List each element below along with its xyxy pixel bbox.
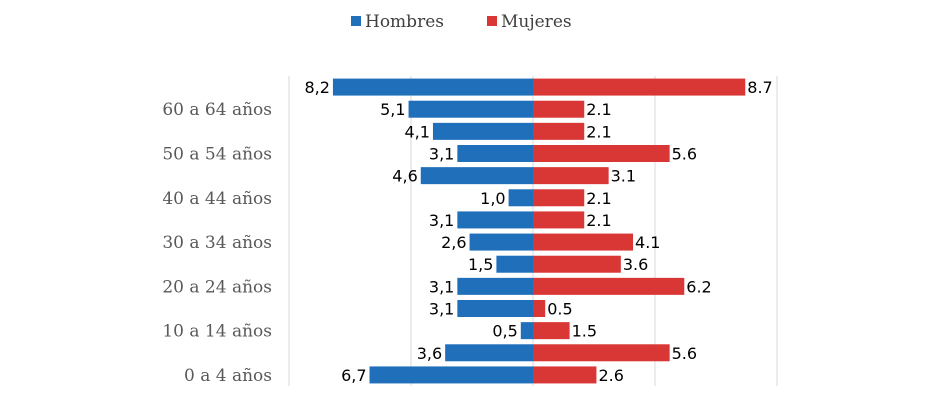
tick-label-40-a-44-anos: 40 a 44 años [162, 189, 272, 209]
bar-mujeres-55-a-59-anos [533, 122, 585, 140]
bar-mujeres-30-a-34-anos [533, 233, 634, 251]
bar-mujeres-10-a-14-anos [533, 322, 570, 340]
data-label-hombres-65-y-mas: 8,2 [304, 78, 329, 97]
legend: Hombres Mujeres [351, 12, 572, 32]
tick-label-50-a-54-anos: 50 a 54 años [162, 145, 272, 165]
bar-hombres-30-a-34-anos [469, 233, 533, 251]
bar-hombres-5-a-9-anos [445, 344, 533, 362]
bar-hombres-10-a-14-anos [520, 322, 533, 340]
bar-mujeres-50-a-54-anos [533, 145, 670, 162]
series-mujeres-bars [533, 78, 746, 384]
y-axis-tick-labels: 0 a 4 años 10 a 14 años 20 a 24 años 30 a 3… [162, 100, 272, 386]
bar-hombres-0-a-4-anos [369, 366, 533, 384]
bar-hombres-20-a-24-anos [457, 277, 533, 295]
data-label-mujeres-0-a-4-anos: 2.6 [598, 366, 623, 385]
bar-mujeres-20-a-24-anos [533, 277, 685, 295]
bar-hombres-55-a-59-anos [432, 122, 533, 140]
data-label-hombres-20-a-24-anos: 3,1 [429, 277, 454, 296]
bar-hombres-65-y-mas [332, 78, 533, 96]
data-label-mujeres-50-a-54-anos: 5.6 [672, 145, 697, 164]
data-label-mujeres-45-a-49-anos: 3.1 [611, 167, 636, 186]
gridlines [288, 76, 778, 386]
data-label-hombres-10-a-14-anos: 0,5 [492, 322, 517, 341]
bar-mujeres-35-a-39-anos [533, 211, 585, 229]
data-label-hombres-25-a-29-anos: 1,5 [468, 255, 493, 274]
legend-label-hombres: Hombres [365, 12, 444, 32]
data-label-hombres-5-a-9-anos: 3,6 [417, 344, 442, 363]
data-label-mujeres-40-a-44-anos: 2.1 [586, 189, 611, 208]
bar-mujeres-15-a-19-anos [533, 300, 546, 317]
bar-mujeres-25-a-29-anos [533, 255, 621, 273]
tick-label-10-a-14-anos: 10 a 14 años [162, 322, 272, 342]
bar-hombres-15-a-19-anos [457, 300, 533, 317]
data-label-mujeres-65-y-mas: 8.7 [747, 78, 772, 97]
data-label-mujeres-55-a-59-anos: 2.1 [586, 122, 611, 141]
bar-hombres-25-a-29-anos [496, 255, 533, 273]
data-label-mujeres-25-a-29-anos: 3.6 [623, 255, 648, 274]
bar-mujeres-40-a-44-anos [533, 189, 585, 207]
data-label-hombres-15-a-19-anos: 3,1 [429, 300, 454, 319]
data-label-hombres-45-a-49-anos: 4,6 [392, 167, 417, 186]
bar-mujeres-60-a-64-anos [533, 100, 585, 118]
data-label-mujeres-60-a-64-anos: 2.1 [586, 100, 611, 119]
data-label-hombres-50-a-54-anos: 3,1 [429, 145, 454, 164]
data-label-mujeres-30-a-34-anos: 4.1 [635, 233, 660, 252]
data-label-hombres-55-a-59-anos: 4,1 [405, 122, 430, 141]
bar-mujeres-0-a-4-anos [533, 366, 597, 384]
bar-hombres-35-a-39-anos [457, 211, 533, 229]
tick-label-60-a-64-anos: 60 a 64 años [162, 100, 272, 120]
data-label-hombres-60-a-64-anos: 5,1 [380, 100, 405, 119]
data-label-mujeres-35-a-39-anos: 2.1 [586, 211, 611, 230]
data-label-hombres-40-a-44-anos: 1,0 [480, 189, 505, 208]
data-label-mujeres-20-a-24-anos: 6.2 [686, 277, 711, 296]
tick-label-0-a-4-anos: 0 a 4 años [184, 366, 272, 386]
tick-label-30-a-34-anos: 30 a 34 años [162, 233, 272, 253]
data-label-mujeres-10-a-14-anos: 1.5 [572, 322, 597, 341]
bar-hombres-50-a-54-anos [457, 145, 533, 162]
data-label-mujeres-5-a-9-anos: 5.6 [672, 344, 697, 363]
legend-label-mujeres: Mujeres [501, 12, 572, 32]
data-label-hombres-30-a-34-anos: 2,6 [441, 233, 466, 252]
data-label-mujeres-15-a-19-anos: 0.5 [547, 300, 572, 319]
legend-swatch-hombres [351, 16, 361, 26]
data-label-hombres-35-a-39-anos: 3,1 [429, 211, 454, 230]
bar-hombres-60-a-64-anos [408, 100, 533, 118]
data-label-hombres-0-a-4-anos: 6,7 [341, 366, 366, 385]
bar-hombres-45-a-49-anos [420, 167, 533, 185]
bar-mujeres-5-a-9-anos [533, 344, 670, 362]
bar-mujeres-45-a-49-anos [533, 167, 609, 185]
legend-swatch-mujeres [487, 16, 497, 26]
data-labels: 6,7 2.6 3,6 5.6 0,5 1.5 3,1 0.5 3,1 6.2 1,5 3.6 2,6 4… [304, 78, 772, 385]
bar-mujeres-65-y-mas [533, 78, 746, 96]
tick-label-20-a-24-anos: 20 a 24 años [162, 277, 272, 297]
bar-hombres-40-a-44-anos [508, 189, 533, 207]
series-hombres-bars [332, 78, 533, 384]
